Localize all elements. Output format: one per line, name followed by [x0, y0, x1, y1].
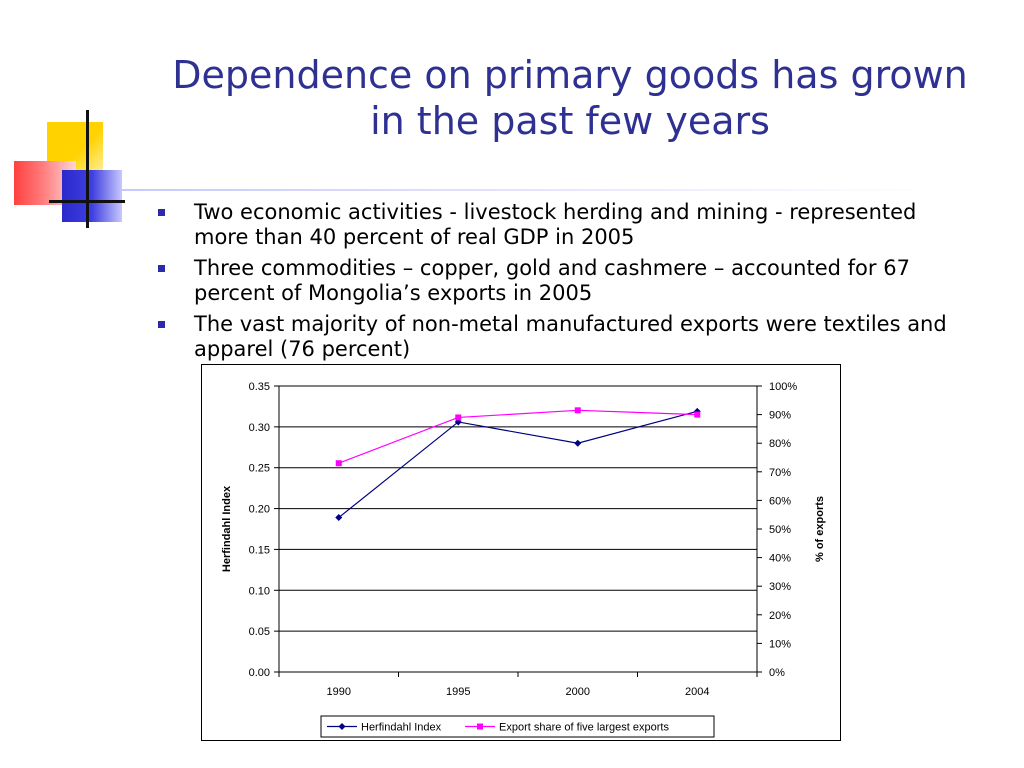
data-point-square	[455, 414, 462, 421]
data-point-diamond	[338, 723, 346, 730]
decor-horizontal-line	[49, 200, 125, 203]
x-tick-label: 1990	[327, 686, 351, 698]
square-bullet-icon	[158, 265, 165, 272]
title-divider	[122, 189, 1024, 191]
bullet-text: Two economic activities - livestock herd…	[194, 200, 917, 249]
x-tick-label: 2000	[566, 686, 590, 698]
slide-title: Dependence on primary goods has grown in…	[140, 52, 1000, 144]
chart-svg: 0.00 0.05 0.10 0.15 0.20 0.25 0.30 0.35 0% 10% 20%…	[221, 381, 826, 738]
data-point-square	[694, 411, 701, 418]
slide-title-line-1: Dependence on primary goods has grown	[172, 53, 968, 97]
square-bullet-icon	[158, 209, 165, 216]
y2-tick-label: 50%	[769, 524, 791, 536]
data-point-square	[574, 407, 581, 414]
y-tick-label: 0.35	[249, 381, 270, 393]
legend-label: Export share of five largest exports	[499, 722, 669, 734]
chart-container: 0.00 0.05 0.10 0.15 0.20 0.25 0.30 0.35 0% 10% 20%…	[201, 364, 841, 741]
legend-label: Herfindahl Index	[361, 722, 442, 734]
bullet-item: Two economic activities - livestock herd…	[158, 200, 948, 250]
x-tick-label: 2004	[685, 686, 709, 698]
data-point-square	[477, 723, 483, 730]
y2-tick-label: 10%	[769, 638, 791, 650]
x-tick-label: 1995	[446, 686, 470, 698]
decor-vertical-line	[86, 110, 89, 228]
series-line	[338, 409, 698, 464]
y-tick-label: 0.00	[249, 667, 270, 679]
data-point-diamond	[335, 514, 343, 522]
bullet-item: Three commodities – copper, gold and cas…	[158, 256, 948, 306]
y2-tick-label: 90%	[769, 410, 791, 422]
y2-tick-label: 30%	[769, 581, 791, 593]
y2-tick-label: 70%	[769, 467, 791, 479]
data-point-diamond	[574, 439, 582, 447]
slide-title-line-2: in the past few years	[370, 99, 770, 143]
y-tick-label: 0.30	[249, 422, 270, 434]
bullet-text: The vast majority of non-metal manufactu…	[194, 312, 947, 361]
y-axis-title: Herfindahl Index	[221, 485, 233, 572]
decor-blue-square	[62, 170, 122, 222]
y-tick-label: 0.20	[249, 504, 270, 516]
legend-box	[320, 715, 715, 738]
y2-tick-label: 20%	[769, 610, 791, 622]
data-point-square	[335, 460, 342, 467]
bullet-list: Two economic activities - livestock herd…	[158, 200, 948, 368]
y-tick-label: 0.10	[249, 585, 270, 597]
y-tick-label: 0.05	[249, 626, 270, 638]
y2-tick-label: 0%	[769, 667, 785, 679]
y2-axis-title: % of exports	[814, 496, 826, 562]
y-tick-label: 0.15	[249, 544, 270, 556]
bullet-text: Three commodities – copper, gold and cas…	[194, 256, 910, 305]
y2-tick-label: 100%	[769, 381, 797, 393]
y2-tick-label: 80%	[769, 438, 791, 450]
square-bullet-icon	[158, 321, 165, 328]
y-tick-label: 0.25	[249, 463, 270, 475]
y2-tick-label: 40%	[769, 553, 791, 565]
bullet-item: The vast majority of non-metal manufactu…	[158, 312, 948, 362]
y2-tick-label: 60%	[769, 495, 791, 507]
series-line	[338, 410, 698, 519]
